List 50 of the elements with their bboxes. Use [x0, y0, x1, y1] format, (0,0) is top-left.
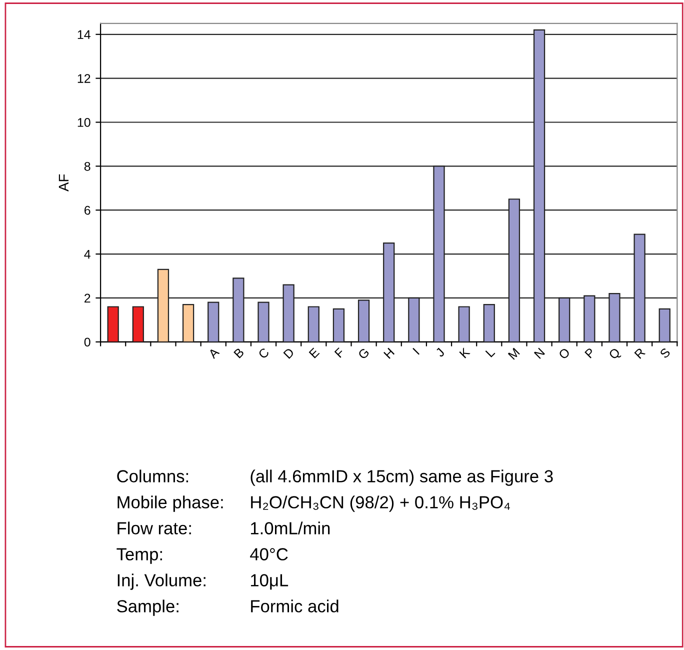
x-tick-label: A — [208, 347, 220, 360]
text: Temp: — [116, 548, 162, 564]
x-tick-label: P — [584, 348, 596, 358]
bar — [107, 306, 119, 342]
x-tick-label: C — [258, 347, 270, 360]
x-tick-label: J — [435, 348, 445, 358]
text: Sample: — [117, 600, 178, 616]
x-tick-label: R — [634, 347, 646, 359]
x-tick-label: O — [558, 347, 570, 360]
x-tick-label: I — [412, 348, 420, 355]
x-tick-label: F — [334, 347, 345, 358]
y-tick-label: 10 — [78, 118, 90, 127]
y-axis-title: AF — [58, 174, 68, 192]
y-tick-label: 4 — [84, 250, 90, 259]
bar — [658, 308, 670, 342]
x-tick-label: S — [659, 347, 671, 359]
text: Columns: — [117, 470, 188, 482]
text: Mobile phase: — [118, 496, 223, 512]
text: Flow rate: — [118, 522, 191, 534]
x-tick-label: K — [459, 347, 470, 358]
bar — [258, 302, 270, 342]
y-tick-label: 8 — [84, 162, 90, 171]
bar — [208, 302, 220, 342]
text: 10μL — [250, 574, 288, 590]
text: 40°C — [250, 548, 288, 560]
bar — [332, 308, 345, 342]
x-tick-label: H — [384, 348, 395, 359]
bar — [308, 306, 320, 342]
text: Formic acid — [251, 600, 338, 612]
text: Inj. Volume: — [118, 574, 206, 590]
x-tick-label: D — [283, 348, 295, 359]
y-tick-label: 14 — [78, 30, 90, 39]
x-tick-label: B — [234, 348, 244, 358]
bar — [483, 304, 495, 342]
y-tick-label: 12 — [78, 74, 90, 83]
x-tick-label: Q — [608, 347, 622, 362]
y-tick-label: 6 — [84, 206, 90, 215]
text: (all 4.6mmID x 15cm) same as Figure 3 — [250, 470, 553, 486]
bar — [458, 306, 470, 342]
x-tick-label: G — [358, 348, 370, 360]
x-tick-label: E — [308, 347, 320, 358]
text: 1.0mL/min — [250, 522, 330, 534]
x-tick-label: N — [534, 348, 545, 359]
text: H₂O/CH₃CN (98/2) + 0.1% H₃PO₄ — [251, 496, 510, 512]
x-tick-label: M — [508, 348, 520, 360]
bar — [182, 304, 194, 342]
bar — [132, 306, 144, 342]
y-tick-label: 2 — [84, 294, 90, 302]
x-tick-label: L — [485, 347, 496, 358]
y-tick-label: 0 — [84, 338, 90, 347]
